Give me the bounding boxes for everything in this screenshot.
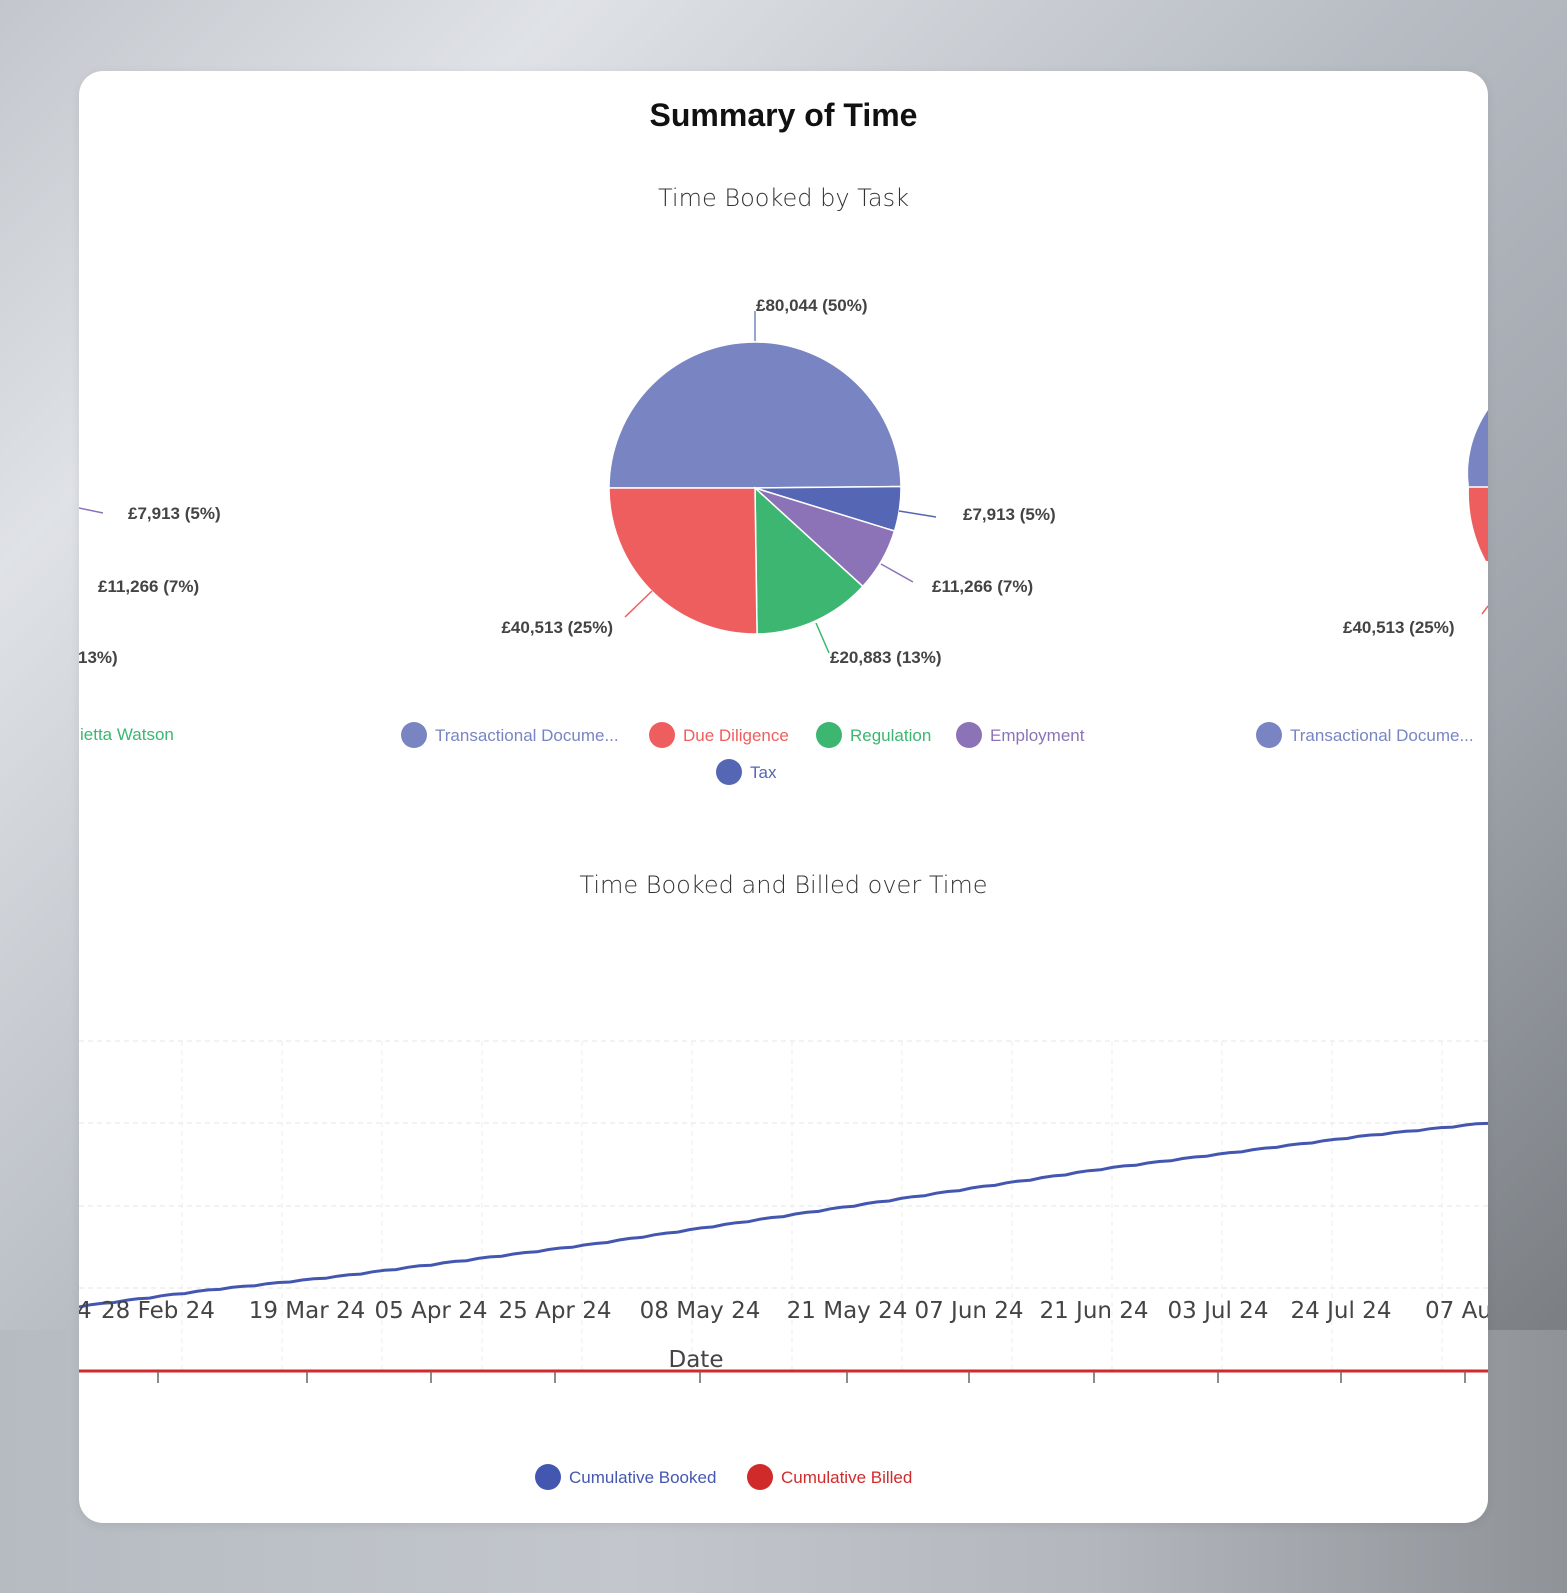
line-chart-title: Time Booked and Billed over Time [579,871,988,899]
left-partial-label-regulation: 13%) [79,648,118,667]
legend-label: Tax [750,763,777,782]
pie-slice-transactional-docume[interactable] [608,341,902,489]
x-tick-label: 21 Jun 24 [1039,1298,1148,1324]
right-partial-pie-panel: £40,513 (25%) Transactional Docume... [1256,410,1488,748]
legend-label: Cumulative Billed [781,1468,912,1487]
x-tick-label: 08 May 24 [640,1298,761,1324]
pie-chart-title: Time Booked by Task [658,184,909,212]
series-line-cumulative-booked[interactable] [79,1121,1488,1309]
line-grid [79,1040,1488,1371]
line-legend-item-cumulative-booked[interactable]: Cumulative Booked [535,1464,716,1490]
legend-dot [956,722,982,748]
x-tick-label: 03 Jul 24 [1168,1298,1269,1324]
pie-slice-due-diligence[interactable] [608,487,758,635]
x-tick-label: 25 Apr 24 [499,1298,612,1324]
pie-leader-tax [898,510,937,518]
left-partial-leader [79,507,104,514]
right-partial-leader [1481,605,1488,615]
x-tick-label: 28 Feb 24 [101,1298,215,1324]
pie-legend: Transactional Docume... Due Diligence Regu… [401,722,1085,785]
legend-dot [649,722,675,748]
pie-chart: £80,044 (50%) £7,913 (5%) £11,266 (7%) £20,… [79,296,1488,785]
pie-labels: £80,044 (50%) £7,913 (5%) £11,266 (7%) £20,… [501,296,1055,667]
pie-legend-item-regulation[interactable]: Regulation [816,722,931,748]
x-tick-label: 24 Jul 24 [1291,1298,1392,1324]
x-axis-title: Date [669,1347,724,1373]
legend-label: Due Diligence [683,726,789,745]
legend-dot [535,1464,561,1490]
right-partial-slice-transactional [1468,410,1488,487]
summary-card: Summary of Time Time Booked by Task £80,… [79,71,1488,1523]
left-partial-label-tax: £7,913 (5%) [128,504,221,523]
legend-label: Regulation [850,726,931,745]
line-legend: Cumulative Booked Cumulative Billed [535,1464,912,1490]
legend-dot [401,722,427,748]
legend-label: Transactional Docume... [435,726,619,745]
line-legend-item-cumulative-billed[interactable]: Cumulative Billed [747,1464,912,1490]
right-partial-label-due-diligence: £40,513 (25%) [1343,618,1455,637]
pie-label-regulation: £20,883 (13%) [830,648,942,667]
pie-legend-item-employment[interactable]: Employment [956,722,1085,748]
pie-legend-item-due-diligence[interactable]: Due Diligence [649,722,789,748]
x-tick-label: 05 Apr 24 [375,1298,488,1324]
x-tick-label: 21 May 24 [787,1298,908,1324]
page-title: Summary of Time [649,97,918,133]
x-tick-label: 19 Mar 24 [249,1298,366,1324]
pie-leader-regulation [815,622,830,654]
pie-leader-employment [880,563,914,583]
legend-dot [747,1464,773,1490]
pie-leader-due-diligence [624,590,653,618]
left-partial-pie-panel: £7,913 (5%) £11,266 (7%) 13%) ietta Wats… [79,504,221,744]
legend-dot [716,759,742,785]
pie-legend-item-tax[interactable]: Tax [716,759,777,785]
right-partial-slice-due-diligence [1468,487,1488,561]
x-tick-partial-right: 07 Au [1425,1298,1488,1324]
x-tick-partial-left: 4 [79,1298,92,1324]
right-partial-legend-dot [1256,722,1282,748]
pie-legend-item-transactional-docume[interactable]: Transactional Docume... [401,722,619,748]
line-chart: 28 Feb 24 19 Mar 24 05 Apr 24 25 Apr 24 08 M… [79,1040,1488,1490]
line-series [79,1121,1488,1373]
pie-label-transactional-docume: £80,044 (50%) [756,296,868,315]
pie-slices [608,341,902,635]
x-tick-label: 07 Jun 24 [914,1298,1023,1324]
line-x-axis: 28 Feb 24 19 Mar 24 05 Apr 24 25 Apr 24 08 M… [101,1298,1466,1383]
pie-slice-regulation[interactable] [754,486,864,635]
right-partial-legend-transactional[interactable]: Transactional Docume... [1290,726,1474,745]
pie-label-due-diligence: £40,513 (25%) [501,618,613,637]
pie-label-employment: £11,266 (7%) [932,577,1033,596]
legend-label: Cumulative Booked [569,1468,716,1487]
legend-dot [816,722,842,748]
legend-label: Employment [990,726,1085,745]
left-partial-label-employment: £11,266 (7%) [98,577,199,596]
pie-label-tax: £7,913 (5%) [963,505,1056,524]
left-partial-legend-watson[interactable]: ietta Watson [80,725,174,744]
